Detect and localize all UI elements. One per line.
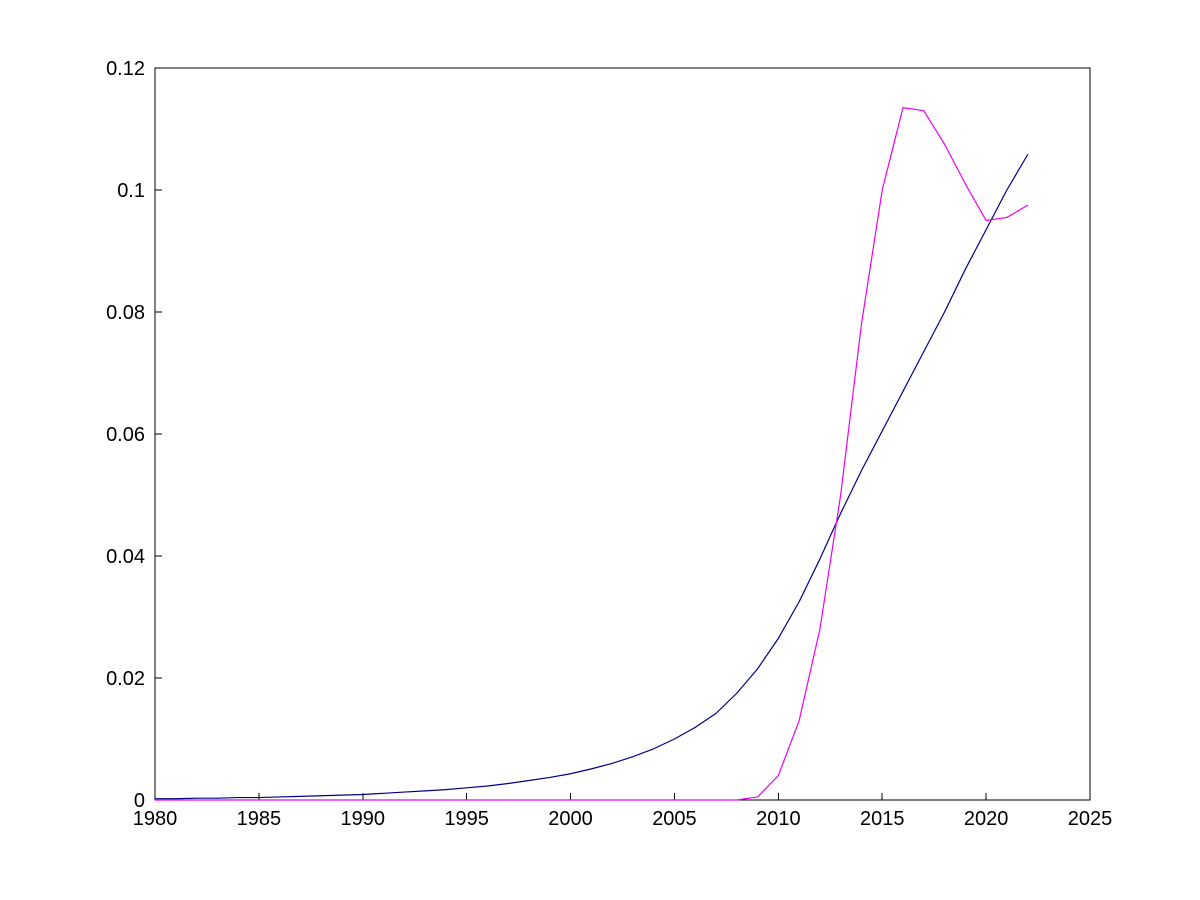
y-tick-label: 0.02 [106,668,145,690]
y-tick-label: 0.1 [117,180,145,202]
axes-box [154,67,1091,801]
y-tick-label: 0.12 [106,58,145,80]
y-tick-label: 0.08 [106,302,145,324]
y-tick-label: 0 [134,790,145,812]
x-tick-label: 1985 [237,808,282,830]
x-tick-label: 2000 [548,808,593,830]
x-tick-label: 2015 [860,808,905,830]
x-tick-label: 1995 [444,808,489,830]
x-tick-label: 2025 [1068,808,1113,830]
smooth-dark-blue-curve-line [154,154,1029,800]
x-tick-label: 1980 [133,808,178,830]
x-tick-label: 2020 [964,808,1009,830]
x-tick-label: 2005 [652,808,697,830]
x-tick-label: 2010 [756,808,801,830]
magenta-spike-curve-line [154,107,1029,801]
y-tick-label: 0.04 [106,546,145,568]
x-tick-label: 1990 [341,808,386,830]
y-tick-label: 0.06 [106,424,145,446]
